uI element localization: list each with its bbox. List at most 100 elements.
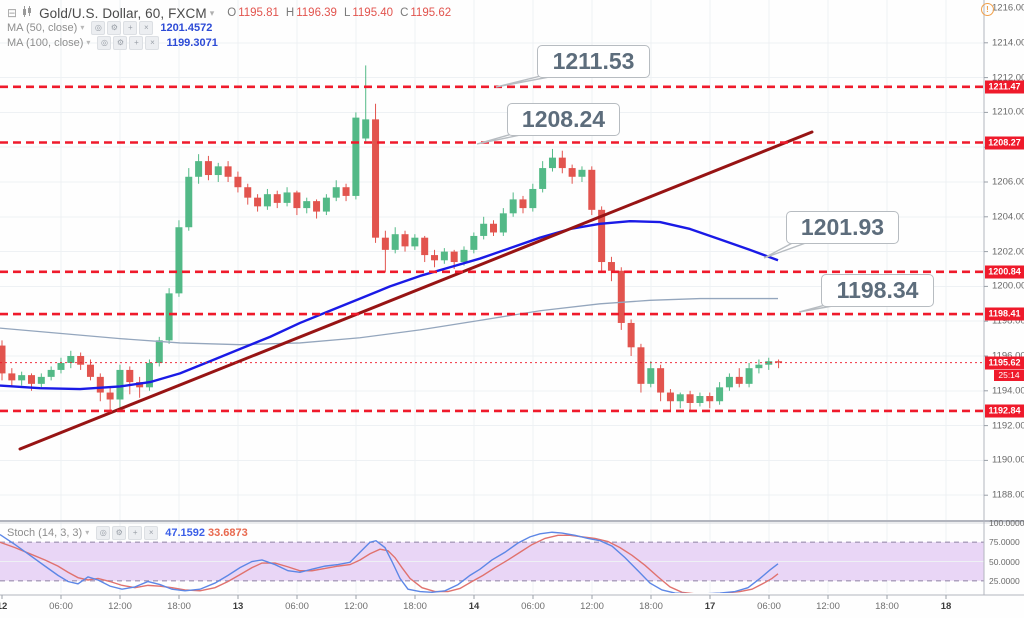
price-axis-label: 1214.00 xyxy=(992,37,1024,49)
candle-body xyxy=(313,201,321,212)
alert-icon[interactable]: ! xyxy=(981,3,994,16)
bar-countdown: 25:14 xyxy=(994,369,1024,381)
level-price-tag: 1198.41 xyxy=(985,307,1024,321)
candle-body xyxy=(548,157,556,169)
candle-body xyxy=(588,169,596,210)
stoch-legend-row: Stoch (14, 3, 3) ▾ ◎ ⚙ + × 47.1592 33.68… xyxy=(7,525,248,540)
price-callout[interactable]: 1201.93 xyxy=(786,211,899,244)
candle-body xyxy=(77,356,85,365)
price-callout[interactable]: 1208.24 xyxy=(507,103,620,136)
price-axis-label: 1200.00 xyxy=(992,280,1024,292)
ma50-value: 1201.4572 xyxy=(160,21,213,34)
level-price-tag: 1211.47 xyxy=(985,80,1024,94)
candle-body xyxy=(676,394,684,402)
plus-icon[interactable]: + xyxy=(128,525,143,540)
collapse-pane-icon[interactable]: ⊟ xyxy=(7,6,18,20)
candle-body xyxy=(607,262,615,271)
candle-body xyxy=(126,369,134,383)
candle-body xyxy=(666,392,674,402)
candle-body xyxy=(254,197,262,207)
time-axis-label: 12:00 xyxy=(108,601,132,612)
candle-body xyxy=(273,194,281,203)
candle-body xyxy=(96,376,104,393)
ma100-label[interactable]: MA (100, close) xyxy=(7,36,84,49)
trendline[interactable] xyxy=(18,130,814,451)
candle-body xyxy=(411,237,419,247)
time-axis-label: 18:00 xyxy=(403,601,427,612)
candle-body xyxy=(617,270,625,323)
level-price-tag: 1200.84 xyxy=(985,265,1024,279)
candle-body xyxy=(47,369,55,377)
close-icon[interactable]: × xyxy=(139,20,154,35)
price-axis-label: 1204.00 xyxy=(992,211,1024,223)
symbol-caret-icon[interactable]: ▾ xyxy=(209,7,215,18)
time-axis-label: 17 xyxy=(704,601,716,612)
candle-body xyxy=(175,227,183,294)
ma50-label[interactable]: MA (50, close) xyxy=(7,21,78,34)
level-price-tag: 1208.27 xyxy=(985,136,1024,149)
candle-body xyxy=(529,188,537,209)
time-axis-label: 18 xyxy=(940,601,952,612)
candle-body xyxy=(18,375,26,381)
price-axis-label: 1194.00 xyxy=(992,385,1024,397)
time-axis-label: 06:00 xyxy=(521,601,545,612)
candle-body xyxy=(509,199,517,214)
candle-body xyxy=(775,361,783,363)
stoch-label[interactable]: Stoch (14, 3, 3) xyxy=(7,526,83,539)
eye-icon[interactable]: ◎ xyxy=(97,35,112,50)
current-price-tag: 1195.62 xyxy=(985,356,1024,370)
price-callout[interactable]: 1198.34 xyxy=(821,274,934,307)
ma100-caret-icon[interactable]: ▾ xyxy=(86,38,91,47)
price-callout[interactable]: 1211.53 xyxy=(537,45,650,78)
price-axis-label: 1188.00 xyxy=(992,489,1024,501)
ma50-buttons: ◎ ⚙ + × xyxy=(91,20,154,35)
candle-body xyxy=(421,237,429,256)
gear-icon[interactable]: ⚙ xyxy=(112,525,127,540)
stoch-k-line xyxy=(0,531,779,593)
time-axis-label: 12:00 xyxy=(580,601,604,612)
time-axis-label: 18:00 xyxy=(167,601,191,612)
candle-body xyxy=(470,235,478,250)
candle-body xyxy=(381,237,389,250)
candle-body xyxy=(598,209,606,263)
plus-icon[interactable]: + xyxy=(123,20,138,35)
candle-body xyxy=(716,387,724,402)
candle-body xyxy=(244,187,252,198)
time-axis-label: 18:00 xyxy=(875,601,899,612)
ma50-caret-icon[interactable]: ▾ xyxy=(80,23,85,32)
price-axis-label: 1216.00 xyxy=(992,2,1024,14)
level-price-tag: 1192.84 xyxy=(985,404,1024,418)
stoch-axis-label: 75.0000 xyxy=(989,537,1020,548)
candle-body xyxy=(480,223,488,236)
gear-icon[interactable]: ⚙ xyxy=(107,20,122,35)
candle-body xyxy=(460,249,468,263)
symbol-header[interactable]: ⊟ Gold/U.S. Dollar, 60, FXCM ▾ O 1195.81 … xyxy=(7,4,451,22)
high-label: H xyxy=(285,7,295,19)
candle-body xyxy=(755,364,763,369)
price-axis-label: 1206.00 xyxy=(992,176,1024,188)
candle-body xyxy=(106,392,114,400)
eye-icon[interactable]: ◎ xyxy=(96,525,111,540)
stoch-caret-icon[interactable]: ▾ xyxy=(85,528,90,537)
close-icon[interactable]: × xyxy=(145,35,160,50)
open-label: O xyxy=(227,7,237,19)
candles-layer xyxy=(0,65,783,410)
plus-icon[interactable]: + xyxy=(129,35,144,50)
ohlc-readout: O 1195.81 H 1196.39 L 1195.40 C 1195.62 xyxy=(227,7,451,19)
symbol-title[interactable]: Gold/U.S. Dollar, 60, FXCM xyxy=(39,5,207,21)
candle-body xyxy=(765,361,773,365)
candle-body xyxy=(86,364,94,377)
close-icon[interactable]: × xyxy=(144,525,159,540)
candle-body xyxy=(293,192,301,209)
candle-body xyxy=(637,347,645,384)
time-axis-label: 06:00 xyxy=(49,601,73,612)
close-label: C xyxy=(400,7,409,19)
chart-type-icon[interactable] xyxy=(22,4,33,22)
high-value: 1196.39 xyxy=(296,7,337,19)
candle-body xyxy=(490,223,497,233)
ma100-legend-row: MA (100, close) ▾ ◎ ⚙ + × 1199.3071 xyxy=(7,35,218,50)
candle-body xyxy=(263,194,271,207)
eye-icon[interactable]: ◎ xyxy=(91,20,106,35)
gear-icon[interactable]: ⚙ xyxy=(113,35,128,50)
